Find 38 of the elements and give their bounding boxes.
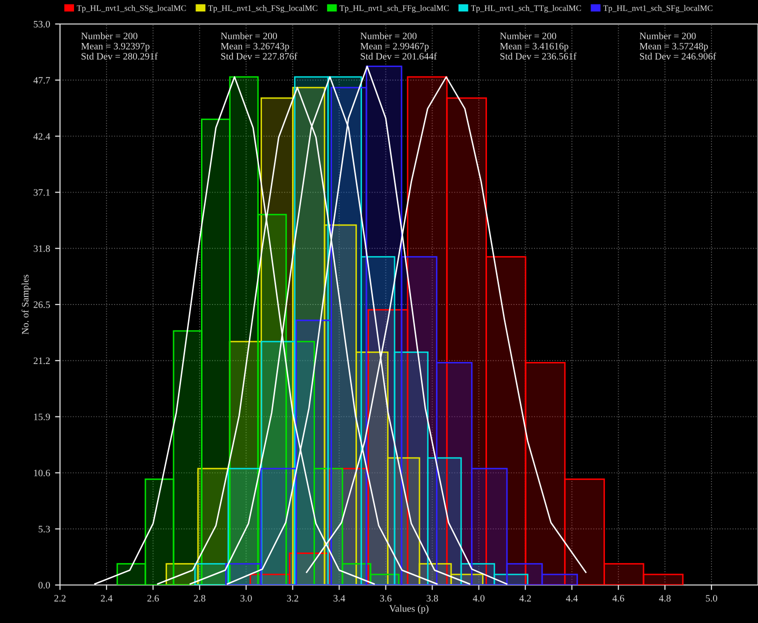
annotation: Number = 200 Mean = 3.41616p Std Dev = 236.561f: [500, 32, 577, 60]
x-tick-label: 2.8: [194, 595, 206, 602]
x-tick-label: 3.0: [240, 595, 252, 602]
y-tick-label: 37.1: [34, 189, 50, 196]
y-tick-label: 0.0: [38, 582, 50, 589]
x-tick-label: 4.4: [566, 595, 578, 602]
legend-label: Tp_HL_nvt1_sch_SFg_localMC: [603, 5, 712, 13]
x-tick-label: 4.6: [612, 595, 624, 602]
x-axis-title: Values (p): [389, 604, 428, 614]
x-tick-label: 3.2: [287, 595, 298, 602]
annotation: Number = 200 Mean = 3.26743p Std Dev = 227.876f: [220, 32, 298, 60]
x-tick-label: 3.8: [426, 595, 438, 602]
legend-label: Tp_HL_nvt1_sch_FSg_localMC: [208, 5, 318, 13]
y-tick-label: 26.5: [34, 301, 50, 308]
legend-label: Tp_HL_nvt1_sch_TTg_localMC: [470, 5, 582, 13]
x-tick-label: 5.0: [706, 595, 718, 602]
x-tick-label: 3.4: [334, 595, 346, 602]
x-tick-label: 4.8: [659, 595, 671, 602]
x-tick-label: 3.6: [380, 595, 392, 602]
y-axis-title: No. of Samples: [22, 274, 30, 334]
y-tick-label: 53.0: [34, 20, 50, 28]
y-tick-label: 47.7: [33, 77, 50, 84]
y-tick-label: 15.9: [34, 414, 50, 420]
legend-label: Tp_HL_nvt1_sch_FFg_localMC: [340, 5, 449, 13]
x-tick-label: 2.2: [54, 595, 66, 602]
x-tick-label: 2.4: [100, 595, 112, 602]
annotation: Number = 200 Mean = 2.99467p Std Dev = 201.644f: [360, 32, 437, 60]
y-tick-label: 42.4: [33, 133, 50, 140]
annotation: Number = 200 Mean = 3.92397p Std Dev = 280.291f: [81, 32, 158, 60]
x-tick-label: 4.2: [519, 595, 531, 602]
legend-label: Tp_HL_nvt1_sch_SSg_localMC: [76, 5, 186, 13]
y-tick-label: 21.2: [34, 358, 50, 364]
y-tick-label: 10.6: [34, 470, 50, 476]
x-tick-label: 4.0: [472, 595, 485, 602]
y-tick-label: 5.3: [38, 526, 50, 532]
annotation: Number = 200 Mean = 3.57248p Std Dev = 246.906f: [640, 32, 716, 60]
x-tick-label: 2.6: [147, 595, 159, 602]
y-tick-label: 31.8: [34, 245, 50, 252]
